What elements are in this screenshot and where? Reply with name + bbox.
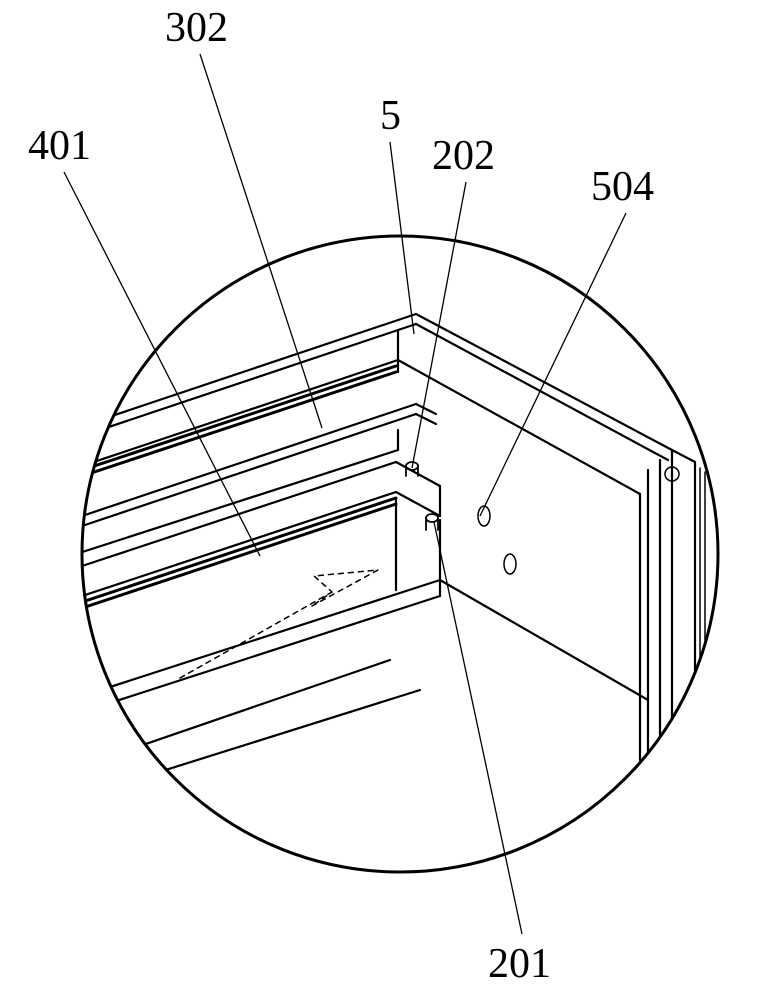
leader-201 [434, 522, 522, 934]
callout-302: 302 [165, 4, 228, 52]
figure-container: 302 5 401 202 504 201 [0, 0, 782, 1000]
detail-view-circle [82, 236, 718, 872]
callout-5: 5 [380, 92, 401, 140]
callout-401: 401 [28, 122, 91, 170]
leader-302 [200, 54, 322, 428]
leader-504 [480, 213, 626, 516]
callout-202: 202 [432, 132, 495, 180]
callout-201: 201 [488, 940, 551, 988]
engineering-drawing [0, 0, 782, 1000]
callout-504: 504 [591, 163, 654, 211]
leader-5 [390, 142, 414, 334]
